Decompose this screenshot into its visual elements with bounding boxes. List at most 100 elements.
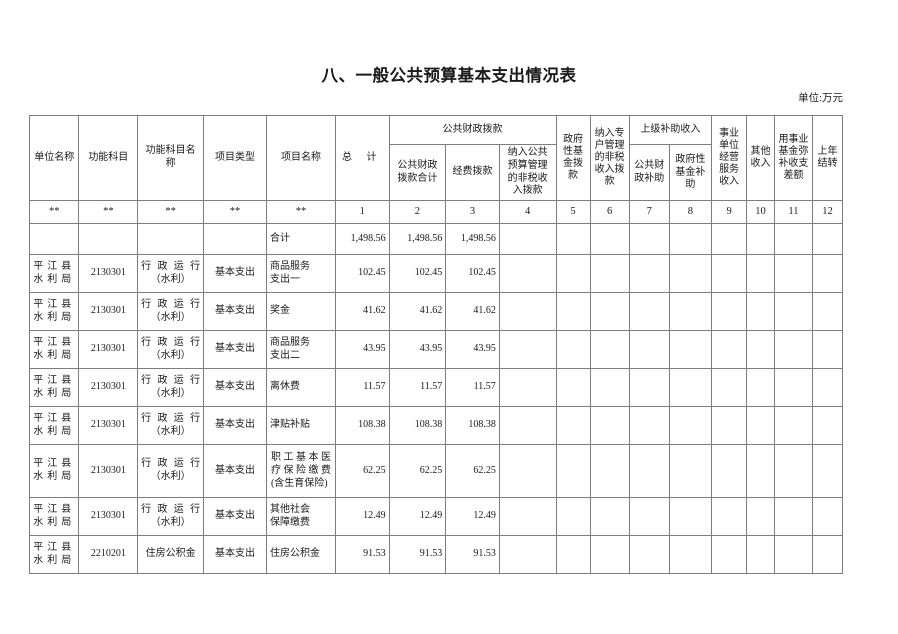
cell-sup-govfund	[668, 368, 713, 408]
col-header-carryover: 上年结转	[812, 114, 843, 202]
page-title: 八、一般公共预算基本支出情况表	[321, 66, 577, 85]
col-group-public-finance: 公共财政拨款	[388, 115, 557, 145]
cell-unit-name	[28, 223, 80, 256]
budget-table: 单位名称 功能科目 功能科目名称 项目类型 项目名称 总 计 公共财政拨款 政府…	[28, 114, 843, 575]
col-header-special-nontax: 纳入专户管理的非税收入拨款	[589, 114, 630, 202]
cell-gov-fund	[555, 292, 591, 332]
cell-sup-public	[628, 497, 670, 537]
cell-other-income	[746, 444, 775, 499]
cell-func-name: 行政运行 （水利）	[137, 254, 205, 294]
cell-sup-public	[628, 368, 670, 408]
cell-func-code: 2130301	[78, 368, 139, 408]
cell-func-code: 2130301	[78, 254, 139, 294]
cell-total: 91.53	[334, 535, 390, 575]
cell-pf-funds: 43.95	[445, 330, 500, 370]
cell-biz-income	[711, 223, 748, 256]
cell-fund-offset	[773, 292, 814, 332]
cell-pf-nontax	[498, 292, 557, 332]
cell-pf-total: 11.57	[388, 368, 447, 408]
col-header-func-name: 功能科目名称	[137, 114, 205, 202]
header-group-row: 单位名称 功能科目 功能科目名称 项目类型 项目名称 总 计 公共财政拨款 政府…	[28, 114, 843, 202]
cell-pf-funds: 91.53	[445, 535, 500, 575]
cell-item-type: 基本支出	[203, 330, 267, 370]
col-header-fund-offset: 用事业基金弥补收支差额	[773, 114, 814, 202]
col-header-other-income: 其他收入	[746, 114, 775, 202]
cell-unit-name: 平江县水利局	[28, 254, 80, 294]
cell-func-code: 2130301	[78, 406, 139, 446]
cell-fund-offset	[773, 497, 814, 537]
cell-total: 11.57	[334, 368, 390, 408]
cell-item-type: 基本支出	[203, 368, 267, 408]
cell-fund-offset	[773, 535, 814, 575]
cell-pf-funds: 41.62	[445, 292, 500, 332]
cell-item-type: 基本支出	[203, 497, 267, 537]
cell-pf-total: 41.62	[388, 292, 447, 332]
colnum-total: 1	[334, 200, 390, 225]
colnum-pf-funds: 3	[445, 200, 500, 225]
col-header-pf-total: 公共财政拨款合计	[388, 143, 447, 202]
cell-func-name: 行政运行 （水利）	[137, 292, 205, 332]
colnum-unit-name: **	[28, 200, 80, 225]
table-row: 平江县水利局 2130301 行政运行 （水利） 基本支出 离休费 11.57 1…	[28, 368, 843, 408]
cell-gov-fund	[555, 444, 591, 499]
cell-item-type: 基本支出	[203, 406, 267, 446]
cell-item-type: 基本支出	[203, 444, 267, 499]
cell-carryover	[812, 444, 843, 499]
cell-special-nontax	[589, 254, 630, 294]
cell-func-name	[137, 223, 205, 256]
col-header-unit-name: 单位名称	[28, 114, 80, 202]
cell-pf-nontax	[498, 254, 557, 294]
cell-sup-govfund	[668, 330, 713, 370]
table-row: 平江县水利局 2210201 住房公积金 基本支出 住房公积金 91.53 91…	[28, 535, 843, 575]
cell-item-name: 离休费	[265, 368, 336, 408]
cell-item-name: 住房公积金	[265, 535, 336, 575]
cell-biz-income	[711, 254, 748, 294]
cell-pf-total: 102.45	[388, 254, 447, 294]
cell-other-income	[746, 497, 775, 537]
col-header-func-code: 功能科目	[78, 114, 139, 202]
cell-func-name: 行政运行 （水利）	[137, 444, 205, 499]
cell-sup-govfund	[668, 535, 713, 575]
col-header-sup-public: 公共财政补助	[628, 143, 670, 202]
cell-special-nontax	[589, 223, 630, 256]
cell-unit-name: 平江县水利局	[28, 444, 80, 499]
cell-total: 43.95	[334, 330, 390, 370]
cell-gov-fund	[555, 223, 591, 256]
cell-func-code: 2130301	[78, 444, 139, 499]
col-header-total: 总 计	[334, 114, 390, 202]
cell-carryover	[812, 330, 843, 370]
cell-pf-funds: 108.38	[445, 406, 500, 446]
cell-func-code: 2130301	[78, 497, 139, 537]
cell-unit-name: 平江县水利局	[28, 497, 80, 537]
cell-biz-income	[711, 406, 748, 446]
cell-carryover	[812, 292, 843, 332]
cell-sup-public	[628, 535, 670, 575]
cell-pf-nontax	[498, 368, 557, 408]
colnum-item-name: **	[265, 200, 336, 225]
table-row: 平江县水利局 2130301 行政运行 （水利） 基本支出 商品服务 支出一 102…	[28, 254, 843, 294]
cell-func-code	[78, 223, 139, 256]
colnum-func-code: **	[78, 200, 139, 225]
cell-carryover	[812, 254, 843, 294]
colnum-sup-govfund: 8	[668, 200, 713, 225]
cell-biz-income	[711, 330, 748, 370]
cell-sup-public	[628, 223, 670, 256]
cell-gov-fund	[555, 497, 591, 537]
cell-total: 41.62	[334, 292, 390, 332]
cell-pf-total: 12.49	[388, 497, 447, 537]
colnum-fund-offset: 11	[773, 200, 814, 225]
cell-total: 1,498.56	[334, 223, 390, 256]
cell-pf-total: 108.38	[388, 406, 447, 446]
cell-pf-nontax	[498, 406, 557, 446]
cell-biz-income	[711, 292, 748, 332]
cell-pf-total: 1,498.56	[388, 223, 447, 256]
table-header: 单位名称 功能科目 功能科目名称 项目类型 项目名称 总 计 公共财政拨款 政府…	[28, 114, 843, 225]
cell-other-income	[746, 330, 775, 370]
col-group-superior-subsidy: 上级补助收入	[628, 115, 713, 145]
col-header-pf-funds: 经费拨款	[445, 143, 500, 202]
cell-special-nontax	[589, 535, 630, 575]
cell-pf-nontax	[498, 223, 557, 256]
cell-special-nontax	[589, 330, 630, 370]
cell-sup-govfund	[668, 254, 713, 294]
cell-item-name: 津贴补贴	[265, 406, 336, 446]
